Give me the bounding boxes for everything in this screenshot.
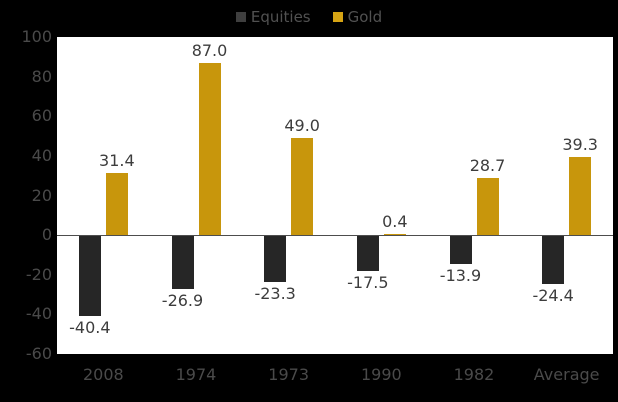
bar-value-label: -17.5 bbox=[347, 272, 389, 292]
x-axis-category-label: 1974 bbox=[175, 365, 217, 384]
bar-value-label: -23.3 bbox=[254, 284, 296, 304]
y-axis-tick-label: 80 bbox=[31, 66, 52, 86]
x-axis-category-label: 1973 bbox=[268, 365, 310, 384]
equities-legend-label: Equities bbox=[250, 8, 311, 26]
bar-value-label: 28.7 bbox=[469, 156, 506, 176]
y-axis-tick-label: -40 bbox=[25, 304, 52, 324]
bar-value-label: 31.4 bbox=[99, 150, 135, 170]
bar-gold-1982 bbox=[476, 178, 499, 236]
y-axis-tick-label: 100 bbox=[21, 27, 52, 46]
bar-value-label: -40.4 bbox=[69, 318, 111, 338]
y-axis-tick-label: 0 bbox=[41, 225, 52, 245]
x-axis-category-label: Average bbox=[533, 365, 600, 384]
gold-legend-marker bbox=[332, 12, 343, 22]
bar-gold-2008 bbox=[105, 172, 128, 236]
y-axis-tick-label: -60 bbox=[25, 344, 52, 363]
x-axis-category-label: 1990 bbox=[360, 365, 402, 384]
equities-legend-marker bbox=[235, 12, 246, 22]
bar-equities-1982 bbox=[449, 236, 472, 264]
zero-axis-line bbox=[57, 235, 613, 236]
bar-gold-average bbox=[569, 157, 592, 236]
bar-value-label: -24.4 bbox=[532, 286, 574, 306]
bar-equities-1974 bbox=[171, 236, 194, 290]
y-axis-tick-label: 60 bbox=[31, 106, 52, 126]
legend-item-equities: Equities bbox=[235, 8, 311, 26]
plot-area: -40.4 31.4 -26.9 87.0 -23.3 49.0 -17.5 0.4 -13.9… bbox=[57, 37, 613, 354]
y-axis-tick-label: -20 bbox=[25, 264, 52, 284]
bar-value-label: 0.4 bbox=[382, 212, 408, 232]
chart-legend: Equities Gold bbox=[0, 7, 618, 27]
x-axis-category-label: 2008 bbox=[82, 365, 124, 384]
bar-equities-2008 bbox=[78, 236, 101, 317]
bar-value-label: 39.3 bbox=[562, 135, 598, 155]
legend-item-gold: Gold bbox=[332, 8, 383, 26]
bar-value-label: -13.9 bbox=[439, 265, 482, 285]
bar-gold-1990 bbox=[383, 234, 406, 236]
bar-equities-average bbox=[542, 236, 565, 285]
bar-equities-1973 bbox=[264, 236, 287, 283]
bar-value-label: 87.0 bbox=[191, 40, 228, 60]
bar-value-label: 49.0 bbox=[284, 116, 320, 136]
y-axis-tick-label: 40 bbox=[31, 145, 52, 165]
bar-gold-1973 bbox=[291, 138, 314, 236]
bar-gold-1974 bbox=[198, 62, 221, 236]
gold-legend-label: Gold bbox=[347, 8, 383, 26]
bar-value-label: -26.9 bbox=[161, 291, 204, 311]
bar-equities-1990 bbox=[356, 236, 379, 271]
x-axis-category-label: 1982 bbox=[453, 365, 495, 384]
y-axis-tick-label: 20 bbox=[31, 185, 52, 205]
